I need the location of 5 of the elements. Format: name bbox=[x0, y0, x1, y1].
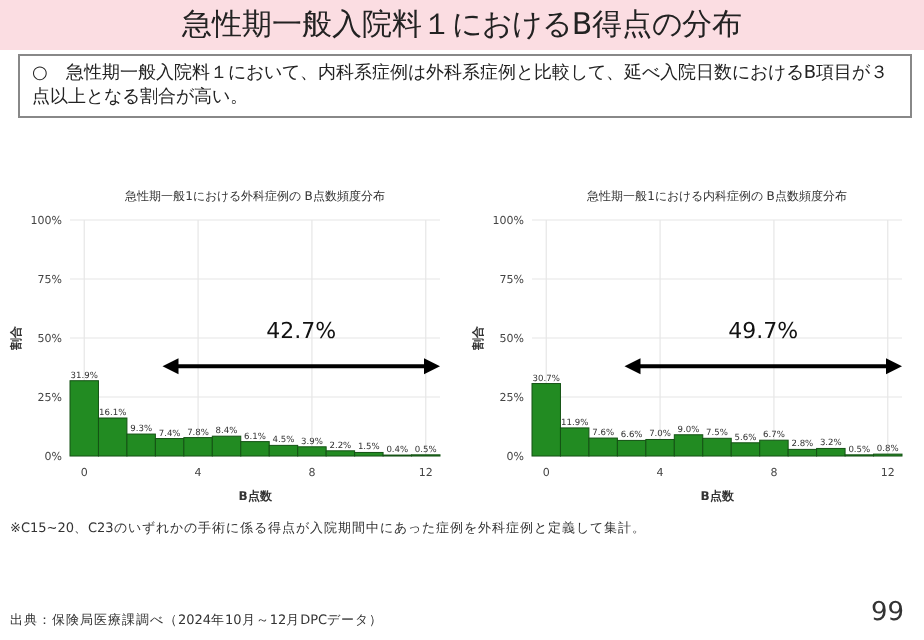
text: 99 bbox=[870, 598, 904, 628]
text: 急性期一般入院料１におけるB得点の分布 bbox=[0, 0, 924, 50]
annotation: 42.7% bbox=[266, 318, 337, 345]
annotation: 49.7% bbox=[728, 318, 799, 345]
text: ○ 急性期一般入院料１において、内科系症例は外科系症例と比較して、延べ入院日数におけるB項目が３点以上となる割合が高い。 bbox=[18, 54, 912, 118]
